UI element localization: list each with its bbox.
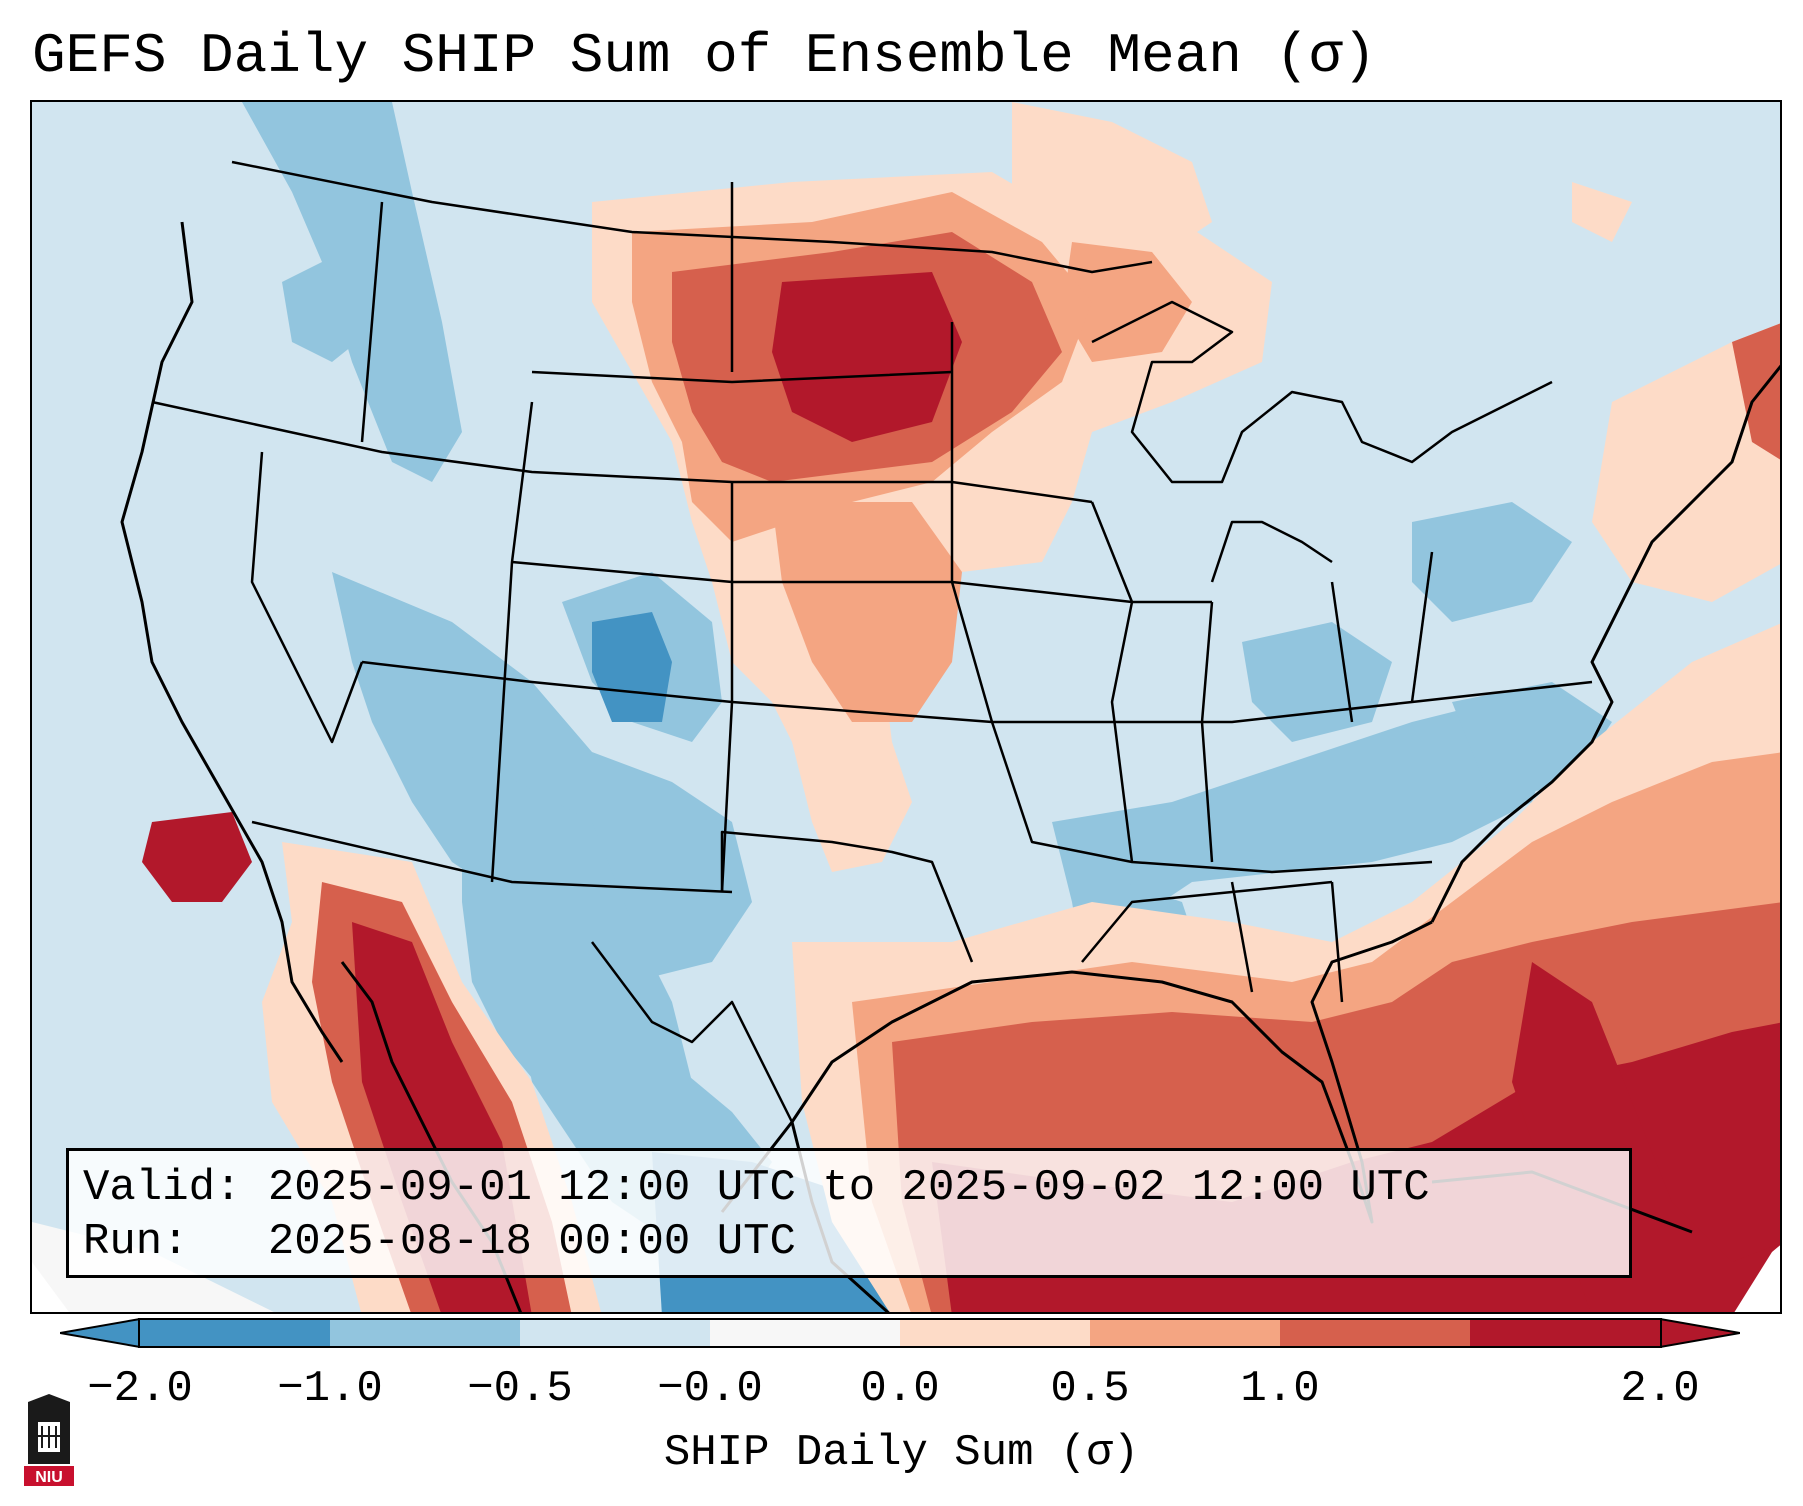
chart-title: GEFS Daily SHIP Sum of Ensemble Mean (σ) xyxy=(32,24,1377,88)
run-value: 2025-08-18 00:00 UTC xyxy=(267,1217,796,1267)
info-box: Valid: 2025-09-01 12:00 UTC to 2025-09-0… xyxy=(66,1148,1632,1278)
colorbar-tick-label: −0.0 xyxy=(657,1364,763,1414)
colorbar-extend-low xyxy=(60,1318,141,1348)
colorbar-tick-label: 1.0 xyxy=(1240,1364,1320,1414)
colorbar-tick-label: −2.0 xyxy=(87,1364,193,1414)
colorbar-extend-high xyxy=(1659,1318,1740,1348)
colorbar-outline xyxy=(138,1318,1662,1348)
logo-text: NIU xyxy=(35,1469,63,1486)
run-label: Run: xyxy=(83,1217,189,1267)
colorbar-segment xyxy=(520,1319,711,1347)
logo-banner xyxy=(24,1466,74,1486)
colorbar-tick-label: 0.0 xyxy=(860,1364,940,1414)
colorbar-label: SHIP Daily Sum (σ) xyxy=(663,1428,1140,1478)
colorbar-segment xyxy=(1280,1319,1471,1347)
colorbar-tick-label: 2.0 xyxy=(1620,1364,1700,1414)
logo-window-bars xyxy=(38,1426,60,1448)
colorbar-tick-label: 0.5 xyxy=(1050,1364,1130,1414)
niu-logo: NIU xyxy=(20,1392,78,1488)
map-svg xyxy=(32,102,1780,1312)
colorbar-segment xyxy=(900,1319,1091,1347)
colorbar-segment xyxy=(1090,1319,1281,1347)
valid-value: 2025-09-01 12:00 UTC to 2025-09-02 12:00… xyxy=(267,1163,1430,1213)
colorbar-tick-label: −0.5 xyxy=(467,1364,573,1414)
map-panel xyxy=(30,100,1782,1314)
colorbar-segment xyxy=(140,1319,331,1347)
colorbar xyxy=(60,1318,1740,1348)
colorbar-segment xyxy=(330,1319,521,1347)
valid-label: Valid: xyxy=(83,1163,242,1213)
state-borders xyxy=(151,160,1593,1123)
negative-anomaly-fields xyxy=(242,102,1612,1312)
colorbar-tick-label: −1.0 xyxy=(277,1364,383,1414)
colorbar-segment xyxy=(710,1319,901,1347)
colorbar-segments xyxy=(60,1318,1740,1348)
map-edge-right xyxy=(1734,1245,1780,1312)
colorbar-segment xyxy=(1470,1319,1661,1347)
